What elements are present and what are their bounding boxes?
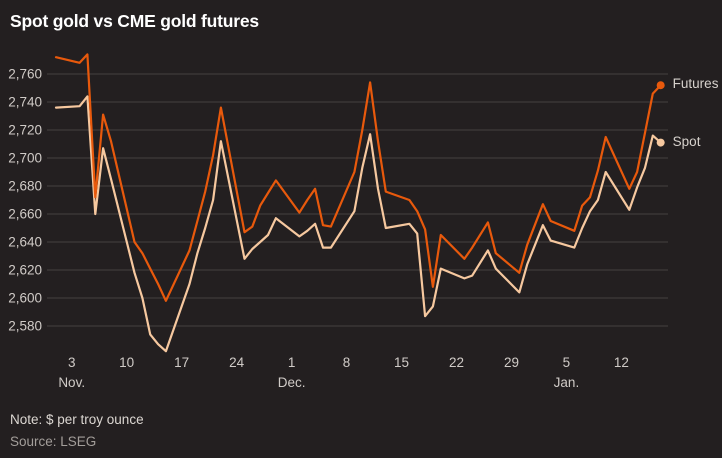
y-axis-label: 2,720 — [8, 123, 42, 138]
spot-end-dot — [656, 138, 665, 147]
y-axis-label: 2,680 — [8, 179, 42, 194]
x-axis-tick-label: 17 — [174, 355, 189, 370]
y-axis-label: 2,620 — [8, 263, 42, 278]
y-axis-label: 2,640 — [8, 235, 42, 250]
y-axis-label: 2,700 — [8, 151, 42, 166]
futures-line — [54, 53, 662, 302]
x-axis-tick-label: 29 — [504, 355, 519, 370]
x-axis-tick-label: 12 — [614, 355, 629, 370]
legend-label-futures: Futures — [672, 76, 719, 92]
x-axis-tick-label: 24 — [229, 355, 245, 370]
x-axis-tick-label: 10 — [119, 355, 134, 370]
y-axis-label: 2,760 — [8, 67, 42, 82]
x-axis-tick-label: 8 — [343, 355, 351, 370]
y-axis-label: 2,740 — [8, 95, 42, 110]
futures-end-dot — [656, 81, 665, 90]
x-axis-month-label: Jan. — [554, 375, 580, 390]
x-axis-month-label: Nov. — [58, 375, 85, 390]
chart-source: Source: LSEG — [10, 434, 97, 449]
chart-note: Note: $ per troy ounce — [10, 412, 144, 427]
x-axis-tick-label: 1 — [288, 355, 296, 370]
chart-title: Spot gold vs CME gold futures — [10, 11, 259, 31]
y-axis-label: 2,580 — [8, 319, 42, 334]
spot-line — [54, 95, 662, 353]
x-axis-tick-label: 5 — [563, 355, 571, 370]
x-axis-tick-label: 3 — [68, 355, 76, 370]
legend-label-spot: Spot — [672, 133, 701, 149]
x-axis-month-label: Dec. — [278, 375, 306, 390]
y-axis-label: 2,660 — [8, 207, 42, 222]
x-axis-tick-label: 15 — [394, 355, 409, 370]
y-axis-label: 2,600 — [8, 291, 42, 306]
x-axis-tick-label: 22 — [449, 355, 464, 370]
